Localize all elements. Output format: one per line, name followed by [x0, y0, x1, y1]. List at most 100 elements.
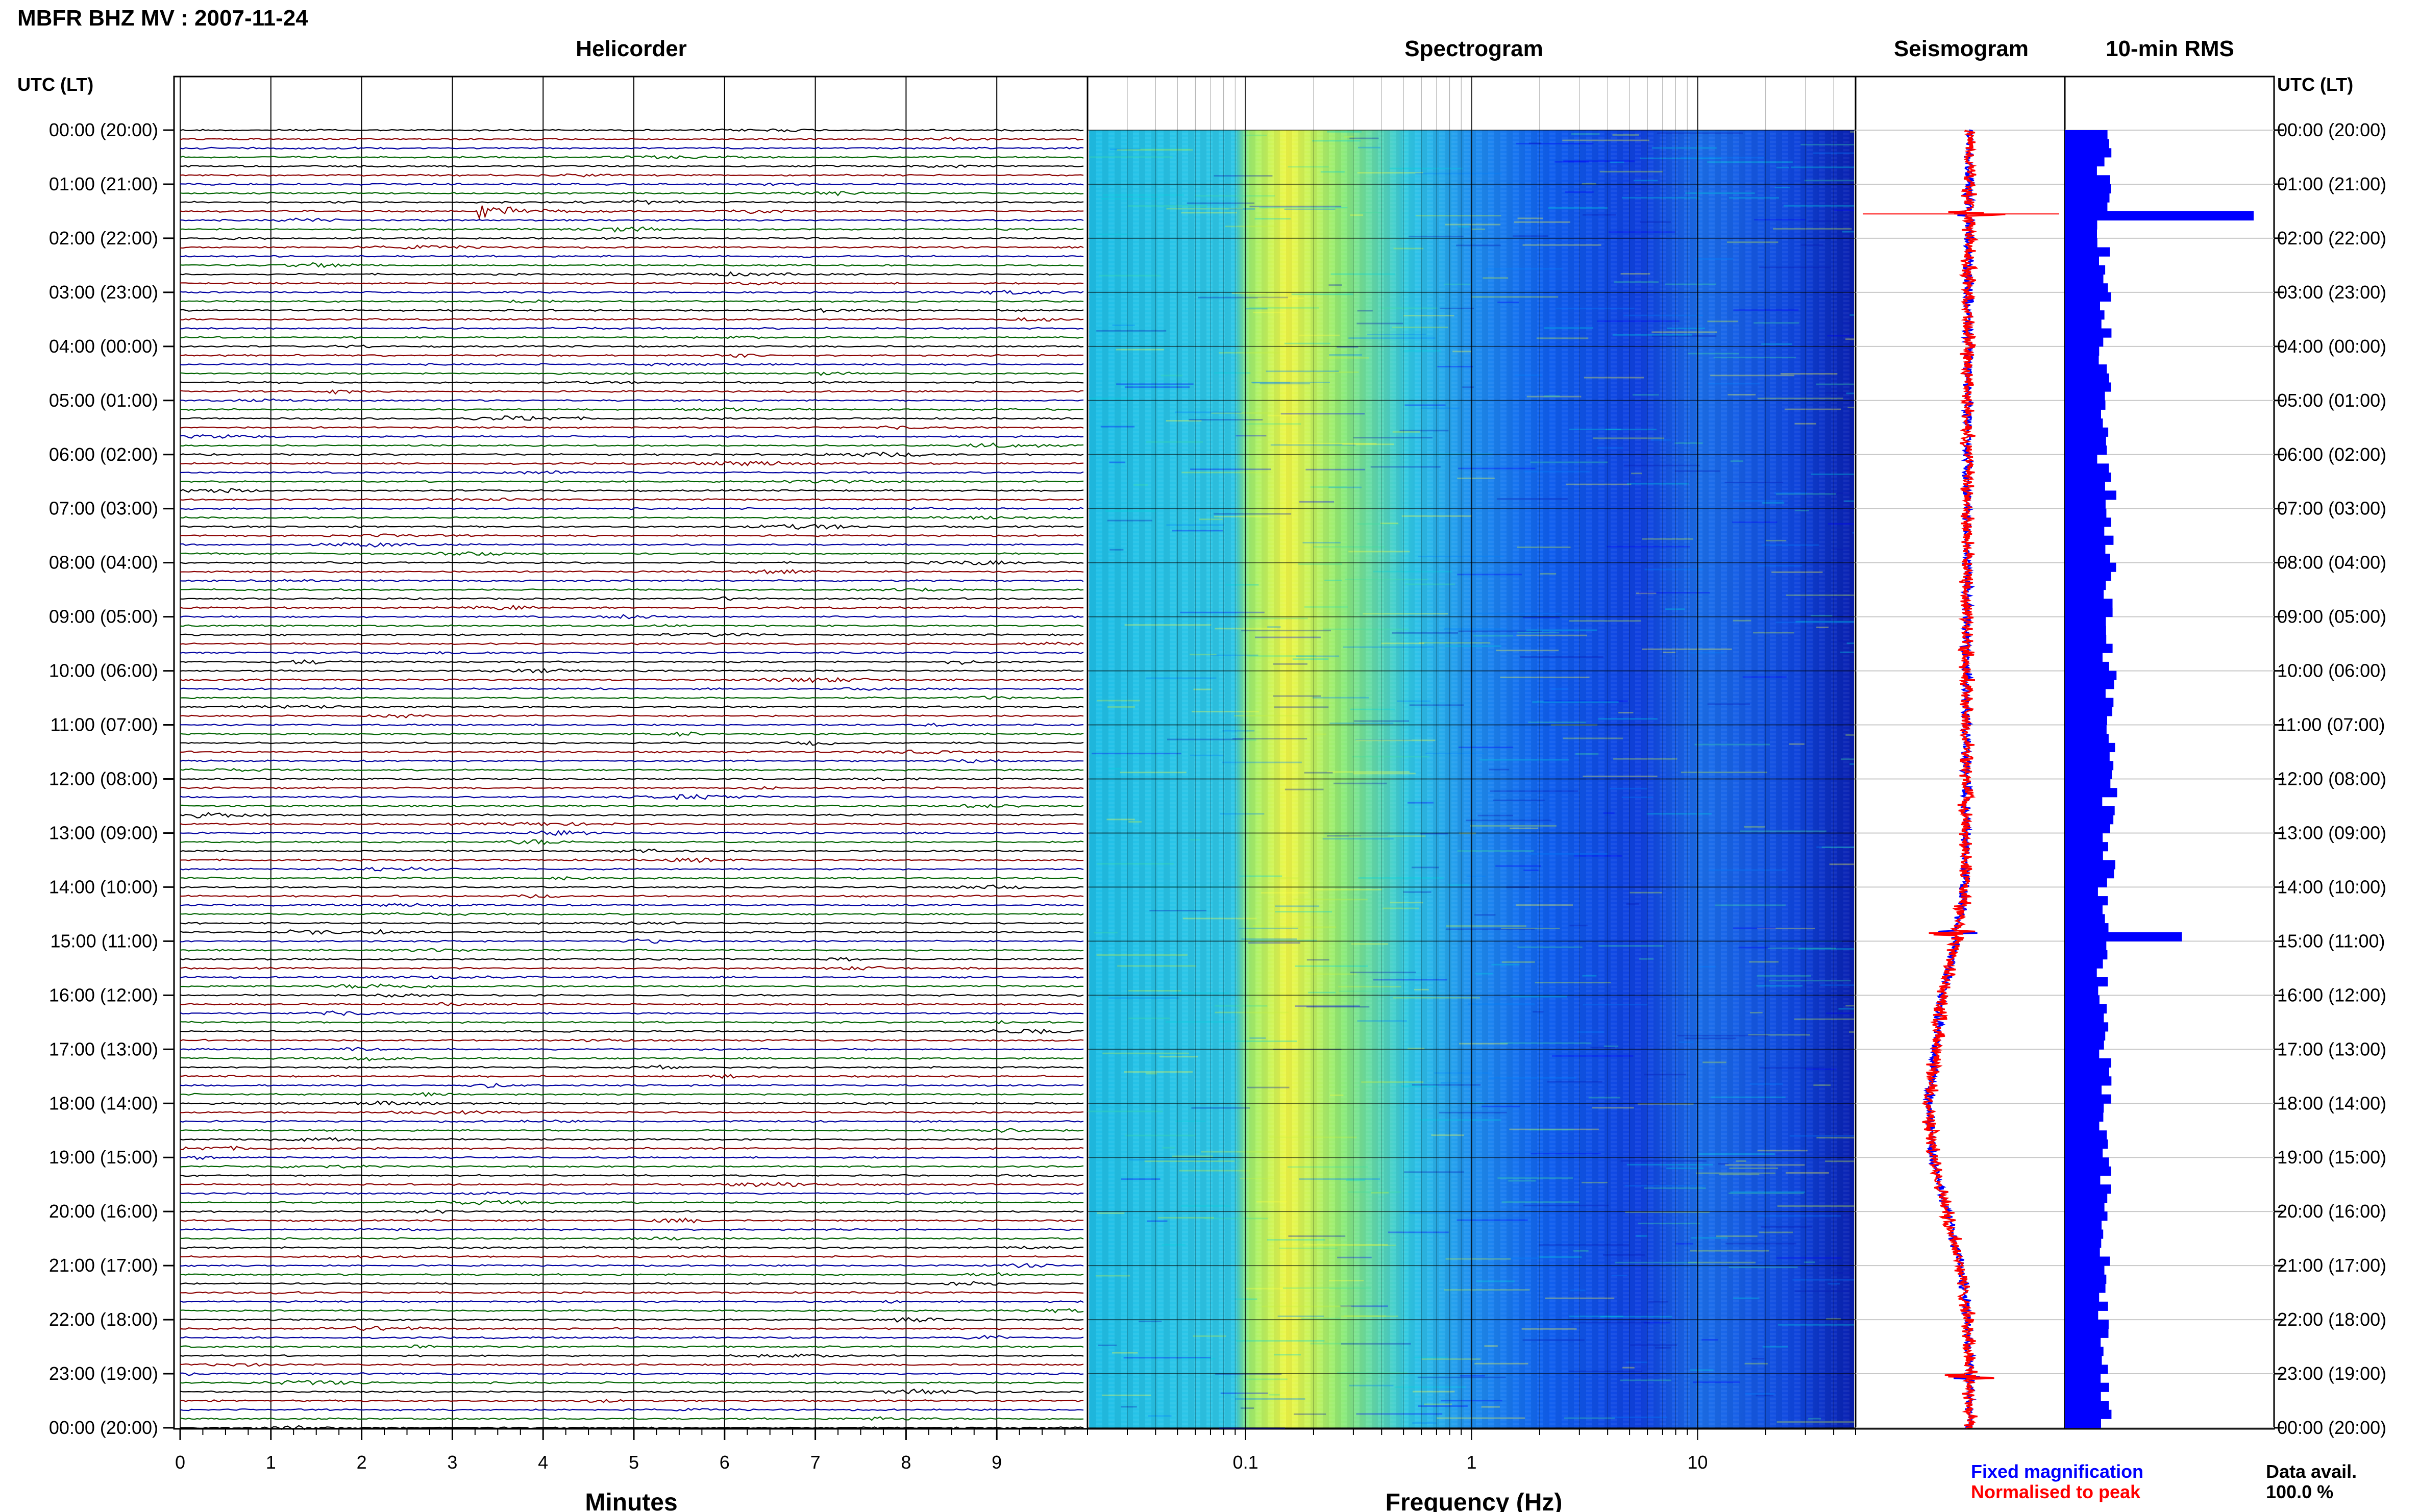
spectrogram-streak — [1098, 1344, 1117, 1346]
helicorder-trace — [180, 542, 1084, 548]
helicorder-trace — [180, 1236, 1084, 1241]
spectrogram-streak — [1569, 620, 1642, 622]
spectrogram-streak — [1545, 1297, 1615, 1299]
helicorder-trace — [180, 830, 1084, 836]
time-label-left: 10:00 (06:00) — [49, 660, 158, 681]
spectrogram-streak — [1249, 1037, 1266, 1039]
spectrogram-streak — [1725, 1243, 1796, 1245]
spectrogram-streak — [1195, 195, 1275, 197]
spectrogram-streak — [1539, 1256, 1582, 1258]
rms-bar — [2065, 1148, 2103, 1158]
spectrogram-streak — [1599, 170, 1663, 172]
spectrogram-streak — [1399, 430, 1449, 432]
helicorder-trace — [180, 200, 1084, 205]
spectrogram-streak — [1247, 655, 1316, 657]
helicorder-trace — [180, 1155, 1084, 1160]
spectrogram-streak — [1162, 1147, 1175, 1149]
spectrogram-streak — [1710, 375, 1795, 377]
spectrogram-streak — [1554, 161, 1589, 163]
spectrogram-streak — [1638, 1223, 1700, 1225]
spectrogram-streak — [1622, 1367, 1635, 1369]
spectrogram-streak — [1729, 1167, 1778, 1169]
helicorder-trace — [180, 929, 1084, 935]
rms-bar — [2065, 661, 2109, 672]
spectrogram-streak — [1847, 407, 1854, 409]
helicorder-trace — [180, 289, 1084, 295]
spectrogram-streak — [1634, 180, 1658, 182]
rms-bar — [2065, 986, 2099, 996]
spectrogram-streak — [1214, 175, 1273, 177]
spectrogram-streak — [1298, 563, 1343, 565]
spectrogram-streak — [1280, 413, 1365, 415]
helicorder-trace — [180, 415, 1084, 421]
spectrogram-streak — [1547, 1081, 1602, 1083]
spectrogram-streak — [1329, 1280, 1364, 1282]
helicorder-trace — [180, 696, 1084, 700]
spectrogram-streak — [1327, 131, 1362, 133]
helicorder-trace — [180, 1191, 1084, 1195]
spectrogram-streak — [1644, 1187, 1706, 1189]
spectrogram-streak — [1457, 574, 1522, 576]
time-label-left: 23:00 (19:00) — [49, 1363, 158, 1384]
helicorder-x-tick-label: 2 — [357, 1452, 367, 1473]
rms-bar — [2065, 1166, 2111, 1176]
time-label-right: 04:00 (00:00) — [2277, 336, 2386, 357]
spectrogram-streak — [1314, 733, 1326, 735]
rms-bar — [2065, 355, 2099, 365]
spectrogram-streak — [1128, 990, 1181, 992]
spectrogram-streak — [1357, 310, 1373, 312]
spectrogram-streak — [1597, 320, 1680, 322]
spectrogram-streak — [1694, 965, 1716, 968]
helicorder-xlabel: Minutes — [585, 1489, 677, 1512]
spectrogram-streak — [1496, 498, 1568, 500]
spectrogram-streak — [1612, 334, 1692, 336]
helicorder-trace — [180, 1353, 1084, 1358]
rms-bar — [2065, 815, 2114, 825]
spectrogram-streak — [1582, 1181, 1608, 1183]
spectrogram-streak — [1697, 1153, 1775, 1155]
spectrogram-streak — [1824, 1160, 1854, 1162]
rms-bar — [2065, 851, 2103, 860]
rms-bar — [2065, 1103, 2104, 1113]
helicorder-trace — [180, 884, 1084, 889]
time-label-left: 06:00 (02:00) — [49, 444, 158, 465]
rms-bar — [2065, 1347, 2104, 1356]
spectrogram-streak — [1370, 466, 1441, 468]
spectrogram-streak — [1754, 219, 1806, 221]
data-avail-label: Data avail. — [2266, 1461, 2357, 1482]
helicorder-trace — [180, 1056, 1084, 1062]
spectrogram-streak — [1501, 961, 1535, 963]
spectrogram-streak — [1417, 1376, 1506, 1378]
rms-bar — [2065, 1229, 2104, 1239]
spectrogram-streak — [1740, 830, 1826, 832]
spectrogram-streak — [1284, 208, 1336, 210]
spectrogram-streak — [1303, 1244, 1388, 1246]
time-label-right: 13:00 (09:00) — [2277, 822, 2386, 843]
rms-bar — [2065, 400, 2106, 410]
rms-bar — [2065, 842, 2108, 852]
spectrogram-streak — [1159, 1056, 1198, 1058]
helicorder-trace — [180, 677, 1084, 683]
legend-normalised: Normalised to peak — [1971, 1481, 2141, 1502]
time-label-right: 12:00 (08:00) — [2277, 769, 2386, 789]
spectrogram-streak — [1443, 628, 1507, 630]
rms-bar — [2065, 599, 2113, 608]
time-label-left: 02:00 (22:00) — [49, 228, 158, 249]
rms-bar — [2065, 1238, 2102, 1248]
spectrogram-streak — [1566, 483, 1632, 485]
spectrogram-streak — [1620, 273, 1650, 275]
spectrogram-streak — [1371, 1192, 1389, 1194]
spectrogram-streak — [1412, 1084, 1481, 1086]
spectrogram-streak — [1514, 374, 1542, 376]
spectrogram-streak — [1457, 1219, 1528, 1221]
spectrogram-streak — [1674, 442, 1703, 444]
spectrogram-streak — [1774, 492, 1807, 494]
spectrogram-streak — [1254, 636, 1321, 638]
spectrogram-streak — [1701, 1339, 1718, 1341]
spectrogram-streak — [1625, 1211, 1710, 1213]
panel-title-rms: 10-min RMS — [2106, 36, 2234, 61]
spectrogram-streak — [1842, 231, 1854, 233]
rms-bar — [2065, 1022, 2109, 1032]
rms-bar — [2065, 1293, 2100, 1302]
spectrogram-streak — [1685, 192, 1755, 194]
